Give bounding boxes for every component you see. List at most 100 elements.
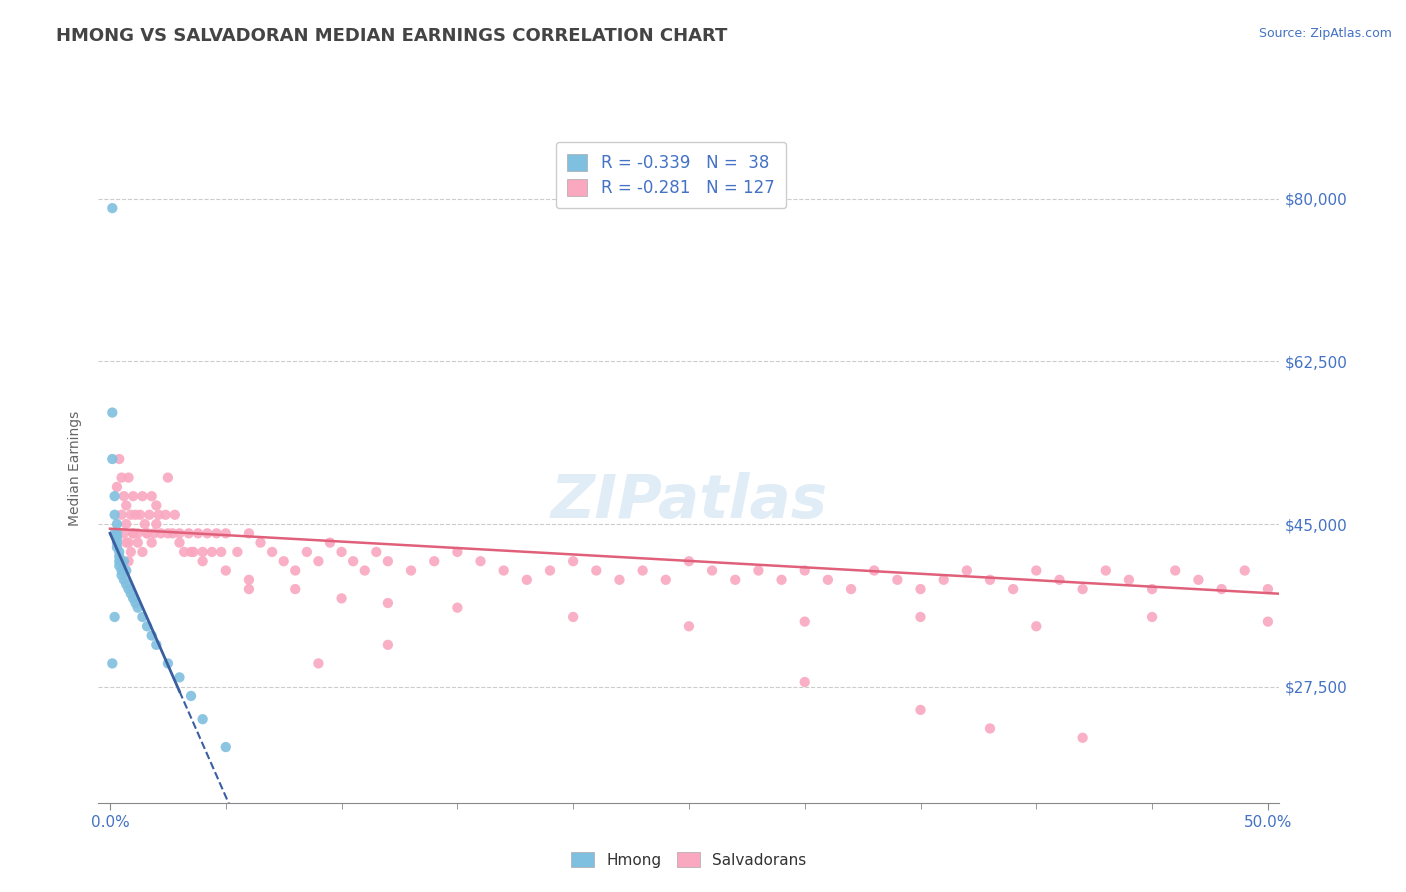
Point	[886, 573, 908, 587]
Point	[191, 554, 214, 568]
Point	[115, 499, 138, 513]
Point	[143, 526, 166, 541]
Point	[101, 406, 124, 420]
Point	[108, 545, 131, 559]
Point	[183, 545, 205, 559]
Point	[108, 549, 131, 564]
Point	[115, 564, 138, 578]
Point	[1257, 615, 1279, 629]
Point	[446, 600, 468, 615]
Point	[136, 619, 159, 633]
Text: ZIPatlas: ZIPatlas	[550, 472, 828, 532]
Point	[122, 489, 145, 503]
Point	[201, 545, 224, 559]
Point	[249, 535, 271, 549]
Point	[112, 526, 135, 541]
Point	[112, 554, 135, 568]
Point	[141, 628, 163, 642]
Point	[1164, 564, 1187, 578]
Point	[932, 573, 955, 587]
Point	[105, 531, 128, 545]
Point	[122, 526, 145, 541]
Point	[562, 554, 585, 568]
Point	[110, 564, 132, 578]
Point	[148, 508, 170, 522]
Point	[262, 545, 284, 559]
Point	[793, 564, 815, 578]
Point	[1071, 582, 1094, 596]
Point	[700, 564, 723, 578]
Point	[105, 535, 128, 549]
Point	[131, 489, 153, 503]
Point	[108, 452, 131, 467]
Point	[104, 610, 127, 624]
Point	[366, 545, 388, 559]
Point	[177, 526, 200, 541]
Point	[115, 517, 138, 532]
Point	[284, 582, 307, 596]
Point	[117, 554, 139, 568]
Text: HMONG VS SALVADORAN MEDIAN EARNINGS CORRELATION CHART: HMONG VS SALVADORAN MEDIAN EARNINGS CORR…	[56, 27, 728, 45]
Point	[131, 545, 153, 559]
Point	[117, 535, 139, 549]
Point	[330, 591, 353, 606]
Point	[910, 582, 932, 596]
Point	[187, 526, 209, 541]
Point	[105, 517, 128, 532]
Point	[307, 554, 329, 568]
Point	[238, 526, 260, 541]
Point	[117, 582, 139, 596]
Point	[1025, 619, 1047, 633]
Point	[678, 619, 700, 633]
Point	[470, 554, 492, 568]
Point	[162, 526, 184, 541]
Point	[910, 610, 932, 624]
Point	[156, 470, 179, 484]
Point	[173, 545, 195, 559]
Point	[1257, 582, 1279, 596]
Point	[353, 564, 375, 578]
Point	[169, 670, 191, 684]
Point	[747, 564, 769, 578]
Point	[105, 541, 128, 555]
Point	[110, 556, 132, 570]
Point	[215, 526, 238, 541]
Point	[377, 554, 399, 568]
Point	[307, 657, 329, 671]
Y-axis label: Median Earnings: Median Earnings	[69, 410, 83, 526]
Point	[678, 554, 700, 568]
Point	[195, 526, 218, 541]
Point	[136, 526, 159, 541]
Point	[136, 526, 159, 541]
Point	[117, 470, 139, 484]
Point	[979, 573, 1001, 587]
Point	[631, 564, 654, 578]
Point	[101, 452, 124, 467]
Point	[191, 712, 214, 726]
Point	[1118, 573, 1140, 587]
Point	[342, 554, 364, 568]
Point	[145, 517, 167, 532]
Point	[205, 526, 228, 541]
Point	[377, 596, 399, 610]
Point	[423, 554, 446, 568]
Point	[124, 596, 146, 610]
Point	[112, 489, 135, 503]
Point	[956, 564, 979, 578]
Point	[446, 545, 468, 559]
Point	[1049, 573, 1071, 587]
Point	[1025, 564, 1047, 578]
Point	[209, 545, 232, 559]
Point	[122, 591, 145, 606]
Point	[284, 564, 307, 578]
Point	[169, 526, 191, 541]
Point	[149, 526, 172, 541]
Point	[793, 675, 815, 690]
Point	[399, 564, 422, 578]
Point	[131, 610, 153, 624]
Text: Source: ZipAtlas.com: Source: ZipAtlas.com	[1258, 27, 1392, 40]
Point	[1071, 731, 1094, 745]
Point	[145, 499, 167, 513]
Point	[1211, 582, 1233, 596]
Point	[127, 600, 149, 615]
